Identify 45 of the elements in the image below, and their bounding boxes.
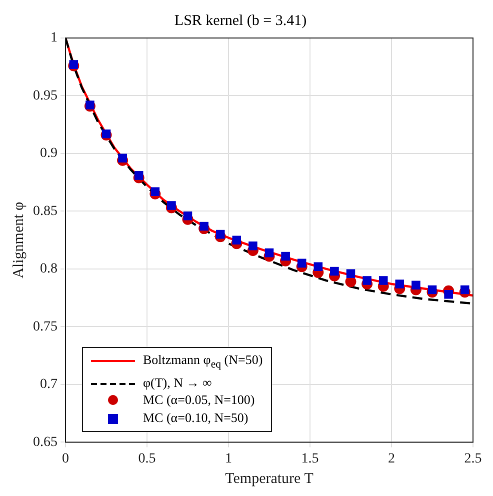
x-tick-label: 2.5	[464, 451, 482, 466]
point	[150, 187, 160, 196]
x-tick-label: 1	[225, 451, 232, 466]
point	[314, 262, 323, 272]
point	[428, 285, 437, 294]
point	[395, 280, 404, 288]
legend-label: MC (α=0.05, N=100)	[143, 392, 255, 407]
x-tick-label: 1.5	[301, 451, 319, 466]
legend-label: Boltzmann φ$_{eq}$ (N=50)	[143, 352, 263, 371]
y-tick-label: 0.8	[40, 262, 58, 277]
y-tick-label: 0.85	[33, 204, 58, 219]
point	[118, 154, 127, 162]
point	[362, 276, 372, 285]
y-axis-title: Alignment φ	[10, 201, 27, 278]
y-tick-label: 0.7	[40, 377, 58, 392]
y-tick-label: 0.65	[33, 434, 58, 450]
chart-title: LSR kernel (b = 3.41)	[174, 12, 307, 29]
point	[248, 241, 258, 250]
legend-label: φ(T), N → ∞	[143, 374, 212, 390]
point	[232, 236, 242, 244]
y-tick-label: 0.75	[33, 319, 58, 334]
point	[200, 222, 208, 231]
x-tick-label: 0	[62, 451, 69, 466]
point	[86, 100, 94, 110]
point	[281, 252, 290, 261]
point	[297, 258, 306, 268]
point	[134, 171, 144, 180]
point	[412, 280, 420, 290]
y-tick-label: 0.95	[33, 88, 58, 104]
point	[460, 285, 470, 294]
point	[264, 248, 274, 258]
x-tick-label: 0.5	[138, 451, 156, 466]
point	[216, 230, 225, 239]
point	[330, 266, 339, 276]
point	[444, 290, 453, 299]
point	[183, 211, 192, 220]
y-tick-label: 0.9	[40, 146, 58, 162]
x-axis-title: Temperature T	[225, 470, 314, 487]
point	[346, 269, 356, 278]
point	[69, 60, 78, 69]
y-tick-label: 1	[50, 30, 58, 46]
point	[167, 201, 176, 210]
legend-label: MC (α=0.10, N=50)	[143, 410, 248, 426]
point	[378, 276, 388, 285]
x-tick-label: 2	[388, 451, 395, 466]
